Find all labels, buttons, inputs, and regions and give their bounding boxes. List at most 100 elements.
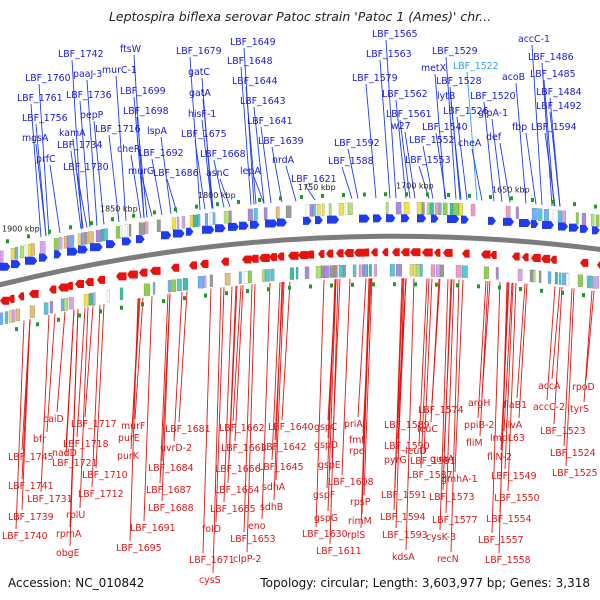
gene-label[interactable]: LBF_1643 [240, 96, 286, 107]
gene-label[interactable]: LBF_1686 [153, 168, 199, 179]
gene-label[interactable]: LBF_1742 [58, 49, 104, 60]
gene-label[interactable]: LBF_1734 [57, 140, 103, 151]
gene-label[interactable]: flaB1 [503, 400, 527, 411]
gene-label[interactable]: LBF_1563 [366, 49, 412, 60]
gene-label[interactable]: LBF_1485 [530, 69, 576, 80]
gene-label[interactable]: rpe [349, 446, 365, 457]
forward-gene-arrow[interactable] [11, 260, 21, 269]
gene-label[interactable]: cheR [117, 144, 141, 155]
reverse-gene-arrow[interactable] [401, 248, 410, 257]
gene-label[interactable]: LBF_1641 [247, 116, 293, 127]
reverse-gene-arrow[interactable] [221, 257, 229, 266]
forward-gene-arrow[interactable] [78, 245, 88, 254]
reverse-gene-arrow[interactable] [371, 248, 378, 257]
gene-label[interactable]: LBF_1593 [382, 530, 428, 541]
forward-gene-arrow[interactable] [239, 221, 249, 230]
reverse-gene-arrow[interactable] [490, 251, 497, 260]
gene-label[interactable]: LBF_1526 [443, 106, 489, 117]
gene-label[interactable]: LBF_1691 [130, 523, 176, 534]
gene-label[interactable]: LBF_1684 [148, 463, 194, 474]
gene-label[interactable]: lmpL63 [490, 433, 525, 444]
gene-label[interactable]: LBF_1664 [214, 485, 260, 496]
gene-label[interactable]: LBF_1731 [27, 494, 73, 505]
forward-gene-arrow[interactable] [386, 214, 396, 223]
gene-label[interactable]: LBF_1492 [536, 101, 582, 112]
forward-gene-arrow[interactable] [373, 214, 382, 223]
reverse-gene-arrow[interactable] [150, 266, 161, 275]
gene-label[interactable]: acoB [502, 72, 525, 83]
reverse-gene-arrow[interactable] [443, 248, 453, 257]
gene-label[interactable]: lytB [437, 91, 455, 102]
gene-label[interactable]: LBF_1716 [95, 124, 141, 135]
gene-label[interactable]: LBF_1523 [540, 426, 586, 437]
gene-label[interactable]: purE [118, 433, 140, 444]
forward-gene-arrow[interactable] [0, 262, 11, 271]
gene-label[interactable]: LBF_1653 [230, 534, 276, 545]
gene-label[interactable]: uvrD-2 [160, 443, 192, 454]
gene-label[interactable]: LBF_1645 [258, 462, 304, 473]
gene-label[interactable]: leuD [405, 446, 427, 457]
forward-gene-arrow[interactable] [447, 215, 460, 224]
gene-label[interactable]: recN [437, 554, 459, 565]
forward-gene-arrow[interactable] [67, 247, 79, 256]
gene-label[interactable]: gatC [188, 67, 210, 78]
forward-gene-arrow[interactable] [215, 224, 226, 233]
forward-gene-arrow[interactable] [542, 220, 554, 229]
gene-label[interactable]: LBF_1611 [316, 546, 362, 557]
forward-gene-arrow[interactable] [417, 214, 427, 223]
gene-label[interactable]: LBF_1730 [63, 162, 109, 173]
gene-label[interactable]: tyrS [570, 404, 589, 415]
reverse-gene-arrow[interactable] [422, 248, 433, 257]
gene-label[interactable]: murF [121, 421, 145, 432]
reverse-gene-arrow[interactable] [8, 294, 15, 303]
gene-label[interactable]: nadD [52, 448, 77, 459]
gene-label[interactable]: clpP-2 [233, 554, 262, 565]
gene-label[interactable]: LBF_1621 [291, 174, 337, 185]
gene-label[interactable]: LBF_1761 [17, 93, 63, 104]
gene-label[interactable]: LBF_1553 [405, 155, 451, 166]
gene-label[interactable]: LBF_1561 [386, 109, 432, 120]
reverse-gene-arrow[interactable] [318, 250, 325, 259]
reverse-gene-arrow[interactable] [344, 249, 354, 258]
reverse-gene-arrow[interactable] [392, 248, 400, 257]
reverse-gene-arrow[interactable] [250, 254, 259, 263]
gene-label[interactable]: LBF_1666 [215, 464, 261, 475]
gene-label[interactable]: LBF_1668 [200, 149, 246, 160]
forward-gene-arrow[interactable] [202, 225, 215, 234]
forward-gene-arrow[interactable] [327, 215, 340, 224]
gene-label[interactable]: LBF_1681 [165, 424, 211, 435]
reverse-gene-arrow[interactable] [410, 248, 421, 257]
gene-label[interactable]: LBF_1688 [148, 503, 194, 514]
forward-gene-arrow[interactable] [106, 240, 116, 249]
gene-label[interactable]: LBF_1649 [230, 37, 276, 48]
reverse-gene-arrow[interactable] [362, 248, 370, 257]
gene-label[interactable]: LBF_1671 [189, 555, 235, 566]
forward-gene-arrow[interactable] [558, 222, 568, 231]
reverse-gene-arrow[interactable] [434, 248, 441, 257]
gene-label[interactable]: accC-2 [533, 402, 565, 413]
gene-label[interactable]: LBF_1648 [227, 56, 273, 67]
gene-label[interactable]: lepA [240, 166, 261, 177]
forward-gene-arrow[interactable] [531, 220, 539, 229]
reverse-gene-arrow[interactable] [597, 260, 600, 269]
reverse-gene-arrow[interactable] [75, 280, 85, 289]
gene-label[interactable]: accA [538, 381, 561, 392]
forward-gene-arrow[interactable] [39, 253, 48, 262]
gene-label[interactable]: LBF_1554 [486, 514, 532, 525]
gene-label[interactable]: LBF_1540 [422, 122, 468, 133]
reverse-gene-arrow[interactable] [481, 250, 491, 259]
gene-label[interactable]: rplS [347, 530, 365, 541]
forward-gene-arrow[interactable] [519, 219, 531, 228]
reverse-gene-arrow[interactable] [259, 253, 270, 262]
gene-label[interactable]: LBF_1590 [384, 441, 430, 452]
gene-label[interactable]: cheA [458, 138, 482, 149]
gene-label[interactable]: LBF_1665 [210, 504, 256, 515]
gene-label[interactable]: LBF_1574 [418, 405, 464, 416]
gene-label[interactable]: fmt [349, 435, 365, 446]
gene-label[interactable]: LBF_1695 [116, 543, 162, 554]
gene-label[interactable]: LBF_1644 [232, 76, 278, 87]
forward-gene-arrow[interactable] [580, 224, 589, 233]
gene-label[interactable]: LBF_1573 [429, 492, 475, 503]
reverse-gene-arrow[interactable] [58, 283, 69, 292]
gene-label[interactable]: LBF_1550 [494, 493, 540, 504]
